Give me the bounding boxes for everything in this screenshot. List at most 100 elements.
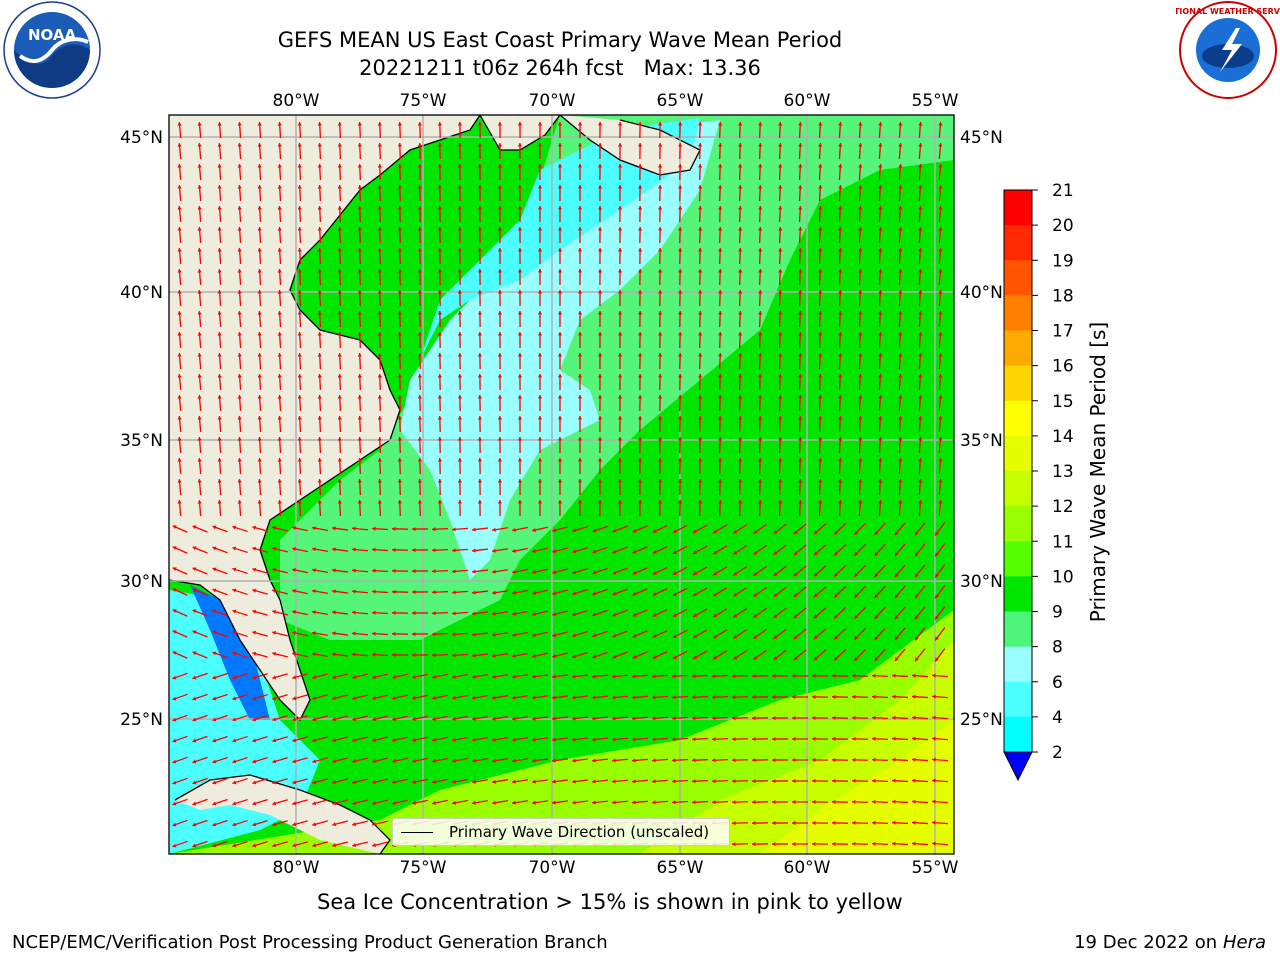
wave-arrow-head xyxy=(352,568,356,573)
wave-arrow-head xyxy=(632,779,636,784)
wave-arrow-head xyxy=(592,528,597,533)
wave-arrow-head xyxy=(692,674,696,679)
wave-arrow-head xyxy=(232,525,237,530)
wave-arrow-head xyxy=(197,416,202,420)
wave-arrow-head xyxy=(177,122,182,126)
colorbar-segment xyxy=(1004,541,1032,577)
wave-arrow-head xyxy=(292,801,297,806)
lat-labels-right: 45°N 40°N 35°N 30°N 25°N xyxy=(960,128,1003,730)
wave-arrow-head xyxy=(932,694,936,699)
wave-arrow-head xyxy=(277,185,282,189)
wave-arrow-head xyxy=(492,569,496,574)
wave-arrow-head xyxy=(177,311,182,315)
wave-arrow-head xyxy=(197,437,202,441)
wave-arrow-head xyxy=(557,332,563,336)
wave-arrow-head xyxy=(392,589,396,594)
wave-arrow-head xyxy=(617,185,623,189)
wave-arrow-head xyxy=(497,437,502,441)
wave-arrow-head xyxy=(798,416,803,420)
wave-arrow-head xyxy=(172,567,177,572)
wave-arrow-head xyxy=(172,822,177,827)
wave-arrow-head xyxy=(798,374,803,378)
wave-arrow-head xyxy=(412,779,416,784)
wave-arrow-head xyxy=(672,655,677,659)
wave-arrow-head xyxy=(177,416,182,420)
wave-arrow-head xyxy=(932,736,936,741)
wave-arrow-head xyxy=(532,549,536,554)
wave-arrow-head xyxy=(753,655,758,660)
wave-arrow-head xyxy=(217,479,222,483)
wave-arrow-head xyxy=(392,695,396,701)
wave-arrow-head xyxy=(698,374,703,378)
wave-arrow-head xyxy=(932,778,936,783)
wave-arrow-head xyxy=(337,332,342,336)
lat-label: 40°N xyxy=(960,283,1003,303)
wave-arrow-head xyxy=(252,717,257,722)
wave-arrow-head xyxy=(638,290,643,294)
wave-arrow-head xyxy=(894,657,899,662)
wave-arrow-head xyxy=(292,780,297,785)
wave-arrow-head xyxy=(878,395,883,399)
wave-arrow-head xyxy=(437,164,442,168)
wave-arrow-head xyxy=(874,656,879,661)
wave-arrow-head xyxy=(874,614,879,619)
wave-arrow-head xyxy=(758,143,763,147)
wave-arrow-head xyxy=(377,248,382,252)
wave-arrow-head xyxy=(838,290,843,294)
wave-arrow-head xyxy=(773,530,778,534)
wave-arrow-head xyxy=(597,437,603,441)
wave-arrow-head xyxy=(557,416,563,420)
wave-arrow-head xyxy=(798,269,803,273)
wave-arrow-head xyxy=(277,122,282,126)
wave-arrow-head xyxy=(597,143,603,147)
wave-arrow-head xyxy=(698,458,703,462)
wave-arrow-head xyxy=(738,248,743,252)
wave-arrow-head xyxy=(197,374,202,378)
wave-arrow-head xyxy=(672,634,677,638)
wave-arrow-head xyxy=(932,757,936,762)
wave-arrow-head xyxy=(597,395,603,399)
wave-arrow-head xyxy=(938,185,943,189)
wave-arrow-head xyxy=(212,843,217,848)
wave-arrow-head xyxy=(232,822,237,827)
wave-arrow-head xyxy=(192,843,197,848)
wave-arrow-head xyxy=(738,206,743,210)
wave-arrow-head xyxy=(517,185,523,189)
wave-arrow-head xyxy=(918,227,923,231)
wave-arrow-head xyxy=(894,636,899,641)
wave-arrow-head xyxy=(212,738,217,743)
wave-arrow-head xyxy=(357,374,362,378)
wave-arrow-head xyxy=(738,437,743,441)
wave-arrow-head xyxy=(838,311,843,315)
wave-arrow-head xyxy=(412,674,416,679)
colorbar-tick-label: 14 xyxy=(1052,427,1074,447)
wave-arrow-head xyxy=(892,820,896,825)
wave-arrow-head xyxy=(417,248,422,252)
wave-arrow-head xyxy=(892,715,896,720)
wave-arrow-head xyxy=(838,353,843,357)
wave-arrow-head xyxy=(597,164,603,168)
wave-arrow-head xyxy=(252,609,257,614)
wave-arrow-head xyxy=(472,611,476,616)
colorbar-tick-label: 6 xyxy=(1052,673,1063,693)
wave-arrow-head xyxy=(617,500,623,504)
wave-arrow-head xyxy=(372,843,377,848)
wave-arrow-head xyxy=(617,290,623,294)
wave-arrow-head xyxy=(818,290,823,294)
wave-arrow-head xyxy=(512,653,516,658)
wave-arrow-head xyxy=(252,759,257,764)
wave-arrow-head xyxy=(898,332,903,336)
wave-arrow-head xyxy=(678,332,683,336)
wave-arrow-head xyxy=(638,164,643,168)
wave-arrow-head xyxy=(377,290,382,294)
wave-arrow-head xyxy=(317,458,322,462)
wave-arrow-head xyxy=(617,353,623,357)
wave-arrow-head xyxy=(773,551,778,555)
wave-arrow-head xyxy=(592,654,597,659)
wave-arrow-head xyxy=(597,416,603,420)
wave-arrow-head xyxy=(617,122,623,126)
wave-arrow-head xyxy=(452,611,456,616)
wave-arrow-head xyxy=(477,290,482,294)
wave-arrow-head xyxy=(477,437,482,441)
wave-arrow-head xyxy=(597,353,603,357)
